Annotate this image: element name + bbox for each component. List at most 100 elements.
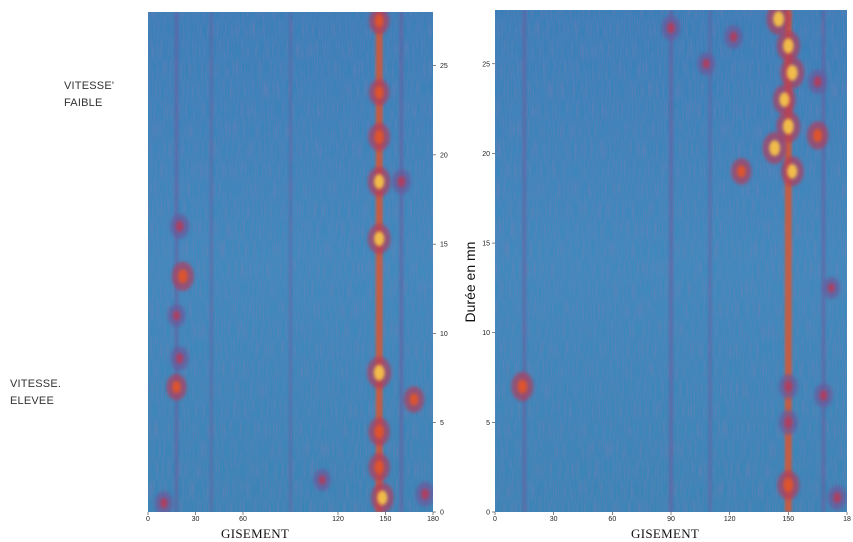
heatmap-hotspot bbox=[827, 283, 835, 293]
y-tick-label: 25 bbox=[440, 63, 448, 70]
x-tick: 30 bbox=[192, 512, 200, 523]
heatmap-hotspot bbox=[784, 380, 793, 393]
x-axis-label-left: GISEMENT bbox=[221, 526, 290, 541]
speed-high-line-1: VITESSE. bbox=[10, 378, 62, 390]
y-tick: 0 bbox=[486, 510, 495, 517]
heatmap-hotspot bbox=[397, 176, 406, 188]
speed-high-label: VITESSE. ELEVEE bbox=[10, 376, 61, 410]
heatmap-hotspot bbox=[421, 488, 430, 500]
heatmap-hotspot bbox=[377, 490, 388, 505]
x-tick-label: 120 bbox=[332, 516, 344, 523]
y-tick: 10 bbox=[482, 330, 495, 337]
heatmap-hotspot bbox=[667, 22, 675, 34]
y-tick-label: 20 bbox=[482, 151, 490, 158]
x-tick-label: 90 bbox=[667, 516, 675, 523]
x-tick-label: 60 bbox=[239, 516, 247, 523]
heatmap-ridge bbox=[708, 10, 712, 512]
x-tick-label: 60 bbox=[608, 516, 616, 523]
y-tick: 15 bbox=[433, 242, 448, 249]
x-tick: 60 bbox=[608, 512, 616, 523]
y-tick-label: 20 bbox=[440, 152, 448, 159]
heatmap-hotspot bbox=[773, 11, 784, 27]
heatmap-hotspot bbox=[787, 164, 798, 179]
speed-low-line-2: FAIBLE bbox=[64, 97, 103, 109]
heatmap-hotspot bbox=[784, 416, 793, 428]
heatmap-hotspot bbox=[779, 92, 790, 107]
x-tick-label: 0 bbox=[146, 516, 150, 523]
heatmap-hotspot bbox=[374, 130, 384, 144]
y-tick-label: 0 bbox=[486, 510, 490, 517]
heatmap-hotspot bbox=[374, 231, 385, 247]
heatmap-hotspot bbox=[374, 460, 384, 475]
y-tick-label: 15 bbox=[482, 241, 490, 248]
y-tick: 25 bbox=[433, 63, 448, 70]
heatmap-ridge bbox=[669, 10, 673, 512]
speed-high-line-2: ELEVEE bbox=[10, 395, 55, 407]
heatmap-hotspot bbox=[175, 353, 184, 364]
x-tick: 180 bbox=[427, 512, 439, 523]
x-tick-label: 180 bbox=[427, 516, 439, 523]
heatmap-hotspot bbox=[702, 58, 710, 69]
heatmap-hotspot bbox=[373, 364, 385, 381]
x-tick: 18 bbox=[843, 512, 851, 523]
x-tick: 120 bbox=[332, 512, 344, 523]
x-tick: 150 bbox=[380, 512, 391, 523]
heatmap-ridge bbox=[375, 12, 383, 512]
heatmap-hotspot bbox=[172, 310, 181, 321]
y-tick: 20 bbox=[433, 152, 448, 159]
y-tick: 25 bbox=[482, 61, 495, 68]
y-tick: 5 bbox=[433, 420, 444, 427]
heatmap-hotspot bbox=[517, 379, 528, 394]
heatmap-ridge bbox=[209, 12, 213, 512]
heatmap-ridge bbox=[784, 10, 792, 512]
heatmap-hotspot bbox=[729, 31, 738, 43]
heatmap-hotspot bbox=[172, 380, 181, 394]
y-tick-label: 5 bbox=[486, 420, 490, 427]
y-tick: 5 bbox=[486, 420, 495, 427]
heatmap-ridge bbox=[289, 12, 292, 512]
y-tick-label: 15 bbox=[440, 242, 448, 249]
x-tick-label: 30 bbox=[550, 516, 558, 523]
heatmap-hotspot bbox=[819, 390, 828, 401]
x-tick: 90 bbox=[667, 512, 675, 523]
heatmap-hotspot bbox=[177, 269, 188, 284]
x-tick-label: 150 bbox=[782, 516, 794, 523]
heatmap-hotspot bbox=[409, 393, 419, 406]
x-tick-label: 120 bbox=[724, 516, 736, 523]
x-tick-label: 30 bbox=[192, 516, 200, 523]
heatmap-hotspot bbox=[374, 174, 385, 189]
x-axis-label-right: GISEMENT bbox=[631, 526, 700, 541]
y-axis-label: Durée en mn bbox=[462, 241, 478, 323]
y-tick: 10 bbox=[433, 331, 448, 338]
x-tick: 120 bbox=[724, 512, 736, 523]
heatmap-hotspot bbox=[812, 128, 823, 143]
y-tick-label: 25 bbox=[482, 61, 490, 68]
heatmap-hotspot bbox=[374, 424, 384, 439]
speed-low-label: VITESSE' FAIBLE bbox=[64, 78, 114, 112]
x-tick: 30 bbox=[550, 512, 558, 523]
heatmap-hotspot bbox=[160, 497, 168, 509]
y-tick-label: 10 bbox=[482, 330, 490, 337]
heatmap-hotspot bbox=[783, 478, 794, 493]
heatmap-hotspot bbox=[786, 64, 798, 81]
y-tick-label: 0 bbox=[440, 510, 444, 517]
heatmap-hotspot bbox=[374, 86, 384, 99]
y-tick: 15 bbox=[482, 241, 495, 248]
x-tick-label: 0 bbox=[493, 516, 497, 523]
heatmap-hotspot bbox=[813, 76, 822, 88]
heatmap-ridge bbox=[821, 10, 826, 512]
x-tick: 0 bbox=[493, 512, 497, 523]
heatmap-ridge bbox=[399, 12, 404, 512]
speed-low-line-1: VITESSE' bbox=[64, 80, 115, 92]
heatmap-hotspot bbox=[833, 492, 842, 504]
heatmap-hotspot bbox=[175, 220, 184, 232]
heatmap-ridge bbox=[522, 10, 527, 512]
x-tick: 60 bbox=[239, 512, 247, 523]
y-tick: 0 bbox=[433, 510, 444, 517]
x-tick: 0 bbox=[146, 512, 150, 523]
heatmap-hotspot bbox=[737, 165, 746, 178]
y-tick-label: 5 bbox=[440, 420, 444, 427]
